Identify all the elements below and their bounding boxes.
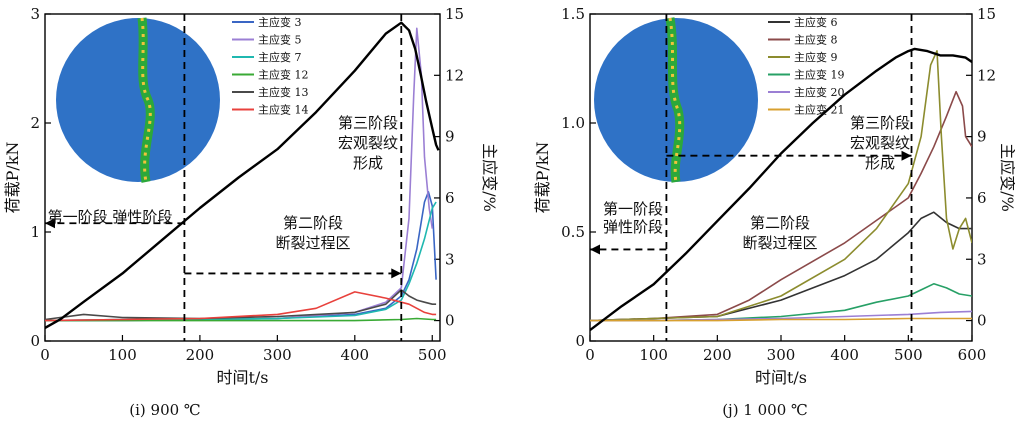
legend: 主应变 6 主应变 8 主应变 9 主应变 19 主应变 20 主应变 21 [768, 15, 845, 117]
y2-tick-label: 9 [977, 128, 987, 146]
x-tick-label: 300 [767, 346, 796, 364]
series-group [590, 14, 972, 341]
legend-label: 主应变 21 [794, 103, 845, 117]
legend-label: 主应变 6 [794, 15, 838, 29]
y-tick-label: 1.0 [561, 114, 585, 132]
stage-annotation: 形成 [865, 154, 895, 172]
series-line [45, 201, 437, 322]
series-line [590, 317, 972, 322]
y2-tick-label: 15 [445, 5, 464, 23]
x-axis-label: 时间t/s [216, 368, 268, 387]
plot-frame [44, 13, 441, 342]
legend-label: 主应变 13 [258, 85, 309, 99]
y2-tick-label: 12 [977, 66, 996, 84]
stage-annotation: 第一阶段 弹性阶段 [48, 208, 173, 226]
legend-label: 主应变 12 [258, 68, 309, 82]
series-line [45, 289, 437, 321]
legend-label: 主应变 20 [794, 85, 845, 99]
y-tick-label: 0 [575, 332, 585, 350]
stage-annotation: 断裂过程区 [742, 234, 817, 252]
legend-label: 主应变 3 [258, 15, 302, 29]
legend-label: 主应变 8 [794, 33, 838, 47]
series-line [590, 90, 972, 322]
y2-axis-label: 主应变/% [480, 143, 499, 212]
x-tick-label: 400 [340, 346, 369, 364]
inset-photo [594, 17, 758, 183]
stage-annotation: 断裂过程区 [275, 234, 350, 252]
stage-annotation: 弹性阶段 [603, 218, 663, 236]
y-axis-label: 荷载P/kN [533, 142, 552, 214]
x-tick-label: 100 [639, 346, 668, 364]
figure-caption: (i) 900 ℃ [129, 401, 200, 419]
y-axis-label: 荷载P/kN [3, 142, 22, 214]
arrow-head [391, 268, 402, 279]
series-line [45, 317, 437, 322]
legend-label: 主应变 19 [794, 68, 845, 82]
x-tick-label: 300 [263, 346, 292, 364]
x-axis-label: 时间t/s [755, 368, 807, 387]
x-tick-label: 500 [894, 346, 923, 364]
stage-annotation: 宏观裂纹 [338, 134, 398, 152]
x-tick-label: 400 [830, 346, 859, 364]
y2-tick-label: 3 [977, 250, 987, 268]
y2-tick-label: 0 [977, 312, 987, 330]
stage-annotation: 宏观裂纹 [850, 134, 910, 152]
legend-label: 主应变 5 [258, 33, 302, 47]
y2-tick-label: 12 [445, 66, 464, 84]
load-curve [45, 21, 440, 329]
x-tick-label: 100 [108, 346, 137, 364]
axes-group: 0 100 200 300 400 500 600 0 0.5 1.0 1.5 0 3 6 9 12 15 时间t… [533, 5, 1015, 419]
x-tick-label: 500 [418, 346, 447, 364]
y2-tick-label: 15 [977, 5, 996, 23]
stage-annotation: 第三阶段 [850, 114, 910, 132]
y-tick-label: 1.5 [561, 5, 585, 23]
specimen-photo-circle [56, 18, 220, 182]
series-line [45, 291, 437, 322]
series-group [45, 14, 440, 341]
crack-core [140, 17, 152, 183]
figure-caption: (j) 1 000 ℃ [722, 401, 808, 419]
y-tick-label: 0.5 [561, 223, 585, 241]
legend-label: 主应变 9 [794, 50, 838, 64]
stage-annotation: 第二阶段 [283, 214, 343, 232]
x-tick-label: 200 [703, 346, 732, 364]
inset-photo [56, 17, 220, 183]
arrow-head [45, 218, 55, 229]
x-tick-label: 200 [186, 346, 215, 364]
arrow-head [901, 150, 912, 161]
x-tick-label: 0 [585, 346, 595, 364]
stage-annotation: 第二阶段 [750, 214, 810, 232]
y2-tick-label: 6 [977, 189, 987, 207]
y2-tick-label: 3 [445, 250, 455, 268]
legend-label: 主应变 14 [258, 103, 309, 117]
x-tick-label: 600 [958, 346, 987, 364]
series-line [590, 50, 972, 322]
legend-label: 主应变 7 [258, 50, 302, 64]
chart-j: 0 100 200 300 400 500 600 0 0.5 1.0 1.5 0 3 6 9 12 15 时间t… [533, 5, 1015, 419]
y-tick-label: 1 [30, 223, 40, 241]
stage-annotation: 形成 [353, 154, 383, 172]
y-tick-label: 3 [30, 5, 40, 23]
y-tick-label: 0 [30, 332, 40, 350]
legend: 主应变 3 主应变 5 主应变 7 主应变 12 主应变 13 主应变 14 [232, 15, 309, 117]
y2-tick-label: 9 [445, 128, 455, 146]
y2-tick-label: 0 [445, 312, 455, 330]
stage-annotation: 第三阶段 [338, 114, 398, 132]
load-curve [590, 47, 972, 332]
stage-annotation: 第一阶段 [603, 200, 663, 218]
x-tick-label: 0 [40, 346, 50, 364]
y-tick-label: 2 [30, 114, 40, 132]
y2-tick-label: 6 [445, 189, 455, 207]
y2-axis-label: 主应变/% [998, 143, 1015, 212]
crack-band [665, 17, 685, 183]
arrow-head [590, 244, 600, 255]
